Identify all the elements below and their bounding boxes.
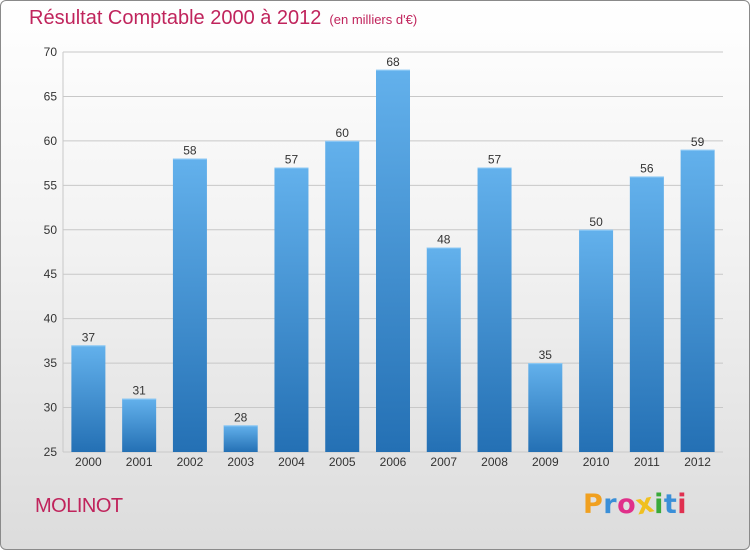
x-tick-label: 2007	[430, 455, 457, 469]
data-labels: 37 31 58 28 57 60 68 48 57 35 50 56 59	[82, 55, 705, 425]
y-tick-label: 60	[44, 134, 58, 148]
town-name: MOLINOT	[35, 495, 123, 517]
x-tick-label: 2008	[481, 455, 508, 469]
x-tick-label: 2011	[634, 455, 660, 469]
bars	[71, 69, 715, 453]
title-text: Résultat Comptable 2000 à 2012	[29, 7, 322, 29]
x-tick-label: 2005	[329, 455, 356, 469]
y-tick-label: 40	[44, 312, 58, 326]
x-tick-label: 2001	[126, 455, 153, 469]
x-tick-label: 2003	[227, 455, 254, 469]
bar-2000	[71, 345, 106, 452]
bar-2007	[426, 247, 461, 452]
data-label-2000: 37	[82, 330, 96, 344]
logo-letter: P	[583, 489, 604, 520]
logo-letter: i	[677, 489, 688, 520]
bar-2009	[528, 363, 563, 452]
y-tick-label: 45	[44, 267, 58, 281]
x-tick-label: 2000	[75, 455, 102, 469]
data-label-2001: 31	[132, 384, 146, 398]
data-label-2006: 68	[386, 55, 400, 69]
data-label-2010: 50	[589, 215, 603, 229]
y-tick-label: 50	[44, 223, 58, 237]
x-tick-label: 2012	[684, 455, 711, 469]
data-label-2005: 60	[336, 126, 350, 140]
bar-2002	[172, 158, 207, 452]
logo-letter: r	[603, 489, 618, 520]
bar-2008	[477, 167, 512, 453]
x-tick-label: 2002	[177, 455, 204, 469]
data-label-2004: 57	[285, 153, 299, 167]
y-tick-label: 35	[44, 356, 58, 370]
data-label-2011: 56	[640, 161, 654, 175]
y-tick-label: 65	[44, 89, 58, 103]
x-tick-label: 2004	[278, 455, 305, 469]
logo-letter: o	[617, 489, 637, 520]
bar-2011	[629, 176, 664, 452]
y-tick-label: 30	[44, 401, 58, 415]
bar-2006	[376, 69, 410, 453]
chart-subtitle: (en milliers d'€)	[329, 12, 418, 27]
x-tick-label: 2010	[583, 455, 610, 469]
data-label-2012: 59	[691, 135, 705, 149]
y-tick-label: 25	[44, 445, 58, 459]
y-axis-ticks: 25 30 35 40 45 50 55 60 65 70	[44, 45, 58, 459]
data-label-2002: 58	[183, 144, 197, 158]
x-axis-ticks: 2000 2001 2002 2003 2004 2005 2006 2007 2008 2009…	[75, 455, 711, 469]
data-label-2009: 35	[539, 348, 553, 362]
bar-2012	[680, 149, 715, 452]
bar-2001	[122, 398, 157, 452]
bar-2003	[223, 425, 258, 452]
x-tick-label: 2009	[532, 455, 559, 469]
bar-2005	[325, 140, 360, 452]
chart-title: Résultat Comptable 2000 à 2012 (en millie…	[29, 7, 417, 30]
proxiti-logo: Proxiti	[583, 487, 688, 521]
y-tick-label: 70	[44, 45, 58, 59]
bar-2010	[579, 229, 614, 452]
x-tick-label: 2006	[380, 455, 407, 469]
logo-letter: i	[654, 489, 664, 520]
y-tick-label: 55	[44, 178, 58, 192]
data-label-2007: 48	[437, 233, 451, 247]
bar-2004	[274, 167, 309, 453]
data-label-2008: 57	[488, 153, 502, 167]
data-label-2003: 28	[234, 410, 248, 424]
logo-letter: t	[663, 489, 678, 520]
